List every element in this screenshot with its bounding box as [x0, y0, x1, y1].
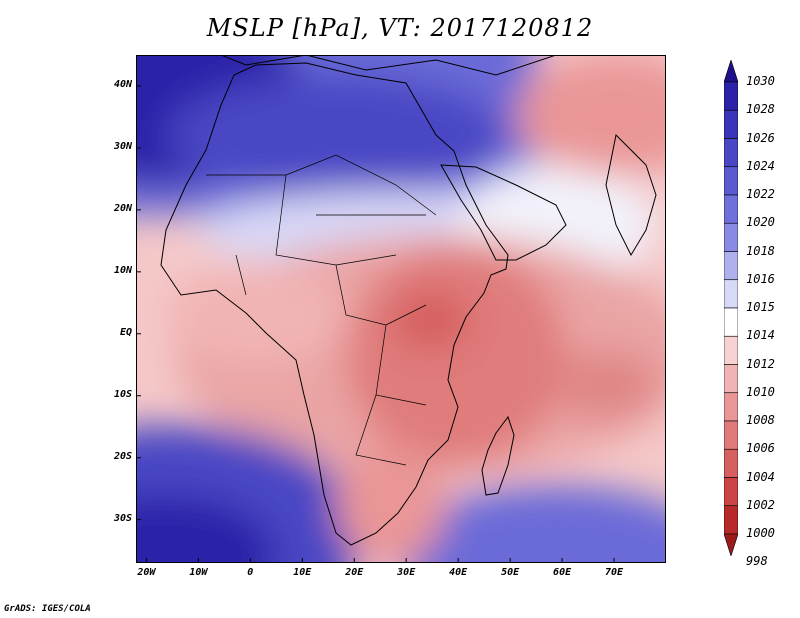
india-coastline [605, 133, 657, 257]
lon-tick-label: 10E [293, 567, 312, 578]
footer-credit: GrADS: IGES/COLA [4, 604, 91, 614]
colorbar-swatch [724, 448, 738, 478]
colorbar-label: 1008 [746, 413, 775, 427]
colorbar-bottom-arrow [724, 533, 738, 556]
colorbar-swatch [724, 138, 738, 168]
colorbar-swatch [724, 166, 738, 196]
lon-tick-label: 50E [501, 567, 520, 578]
colorbar-swatch [724, 251, 738, 281]
colorbar [724, 60, 738, 556]
map-frame [136, 55, 666, 563]
colorbar-label: 1010 [746, 384, 775, 399]
colorbar-label: 1002 [746, 497, 775, 512]
iran-low [516, 55, 666, 175]
lon-tick-label: 40E [449, 567, 468, 578]
africa-coastline [160, 62, 509, 546]
colorbar-label: 1026 [746, 130, 775, 145]
colorbar-label: 1020 [746, 215, 775, 230]
lon-tick-label: 0 [247, 567, 254, 578]
colorbar-label: 1030 [746, 74, 775, 88]
colorbar-swatch [724, 477, 738, 507]
colorbar-swatch [724, 392, 738, 422]
country-borders [206, 154, 437, 466]
lat-tick-label: 10S [113, 388, 132, 400]
lat-tick-label: 30S [113, 512, 132, 524]
colorbar-swatch [724, 222, 738, 252]
lat-tick-label: 20S [113, 450, 132, 462]
colorbar-swatch [724, 194, 738, 224]
central-africa-low [346, 245, 566, 465]
south-indian-high [396, 485, 666, 563]
southern-africa-low [336, 445, 446, 563]
lat-tick-label: EQ [119, 326, 132, 338]
colorbar-label: 1016 [746, 271, 775, 286]
colorbar-label: 1015 [746, 300, 775, 314]
lat-tick-label: 20N [113, 202, 132, 214]
mediterranean-high [166, 75, 506, 195]
arabia-coastline [440, 164, 567, 261]
colorbar-label: 1018 [746, 243, 775, 258]
lat-tick-label: 40N [113, 78, 132, 90]
colorbar-swatch [724, 81, 738, 111]
colorbar-label: 1000 [746, 526, 775, 540]
south-atlantic-core [136, 495, 276, 563]
lat-tick-label: 30N [113, 140, 132, 152]
colorbar-label: 1022 [746, 187, 775, 201]
colorbar-label: 1012 [746, 356, 775, 371]
colorbar-top-arrow [724, 60, 738, 83]
colorbar-swatch [724, 109, 738, 139]
colorbar-label: 1006 [746, 441, 775, 456]
colorbar-swatch [724, 279, 738, 309]
madagascar-coastline [481, 415, 515, 496]
colorbar-swatch [724, 505, 738, 535]
colorbar-label: 998 [746, 554, 768, 569]
rift-low [391, 290, 471, 350]
indian-ocean-low [551, 350, 661, 420]
lon-tick-label: 70E [605, 567, 624, 578]
west-africa-band [166, 265, 346, 365]
colorbar-swatch [724, 364, 738, 394]
colorbar-label: 1014 [746, 328, 775, 343]
colorbar-swatch [724, 420, 738, 450]
lon-tick-label: 10W [189, 567, 208, 578]
lon-tick-label: 60E [553, 567, 572, 578]
colorbar-swatch [724, 335, 738, 365]
colorbar-label: 1004 [746, 469, 775, 484]
colorbar-label: 1024 [746, 158, 775, 173]
lon-tick-label: 30E [397, 567, 416, 578]
colorbar-swatch [724, 307, 738, 337]
chart-title: MSLP [hPa], VT: 2017120812 [206, 14, 594, 42]
lon-tick-label: 20E [345, 567, 364, 578]
europe-coastline [219, 55, 557, 76]
colorbar-label: 1028 [746, 102, 775, 117]
lon-tick-label: 20W [137, 567, 156, 578]
lat-tick-label: 10N [113, 264, 132, 276]
pressure-map [136, 55, 666, 563]
